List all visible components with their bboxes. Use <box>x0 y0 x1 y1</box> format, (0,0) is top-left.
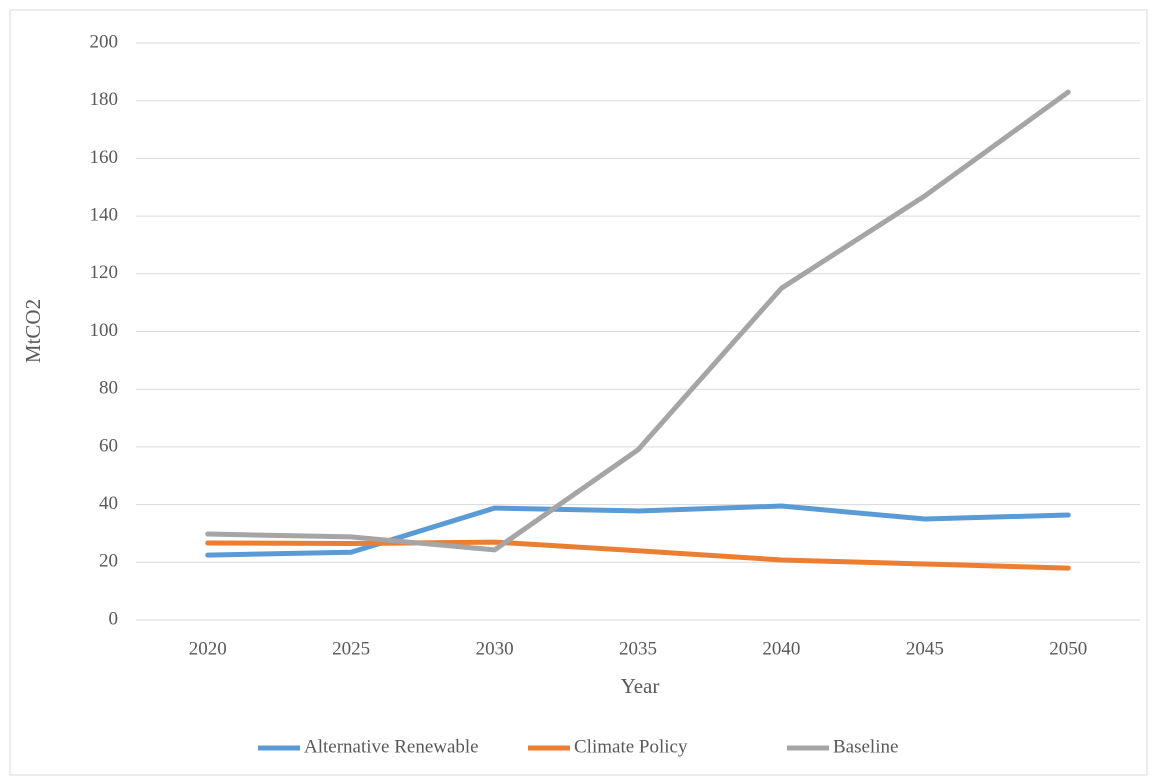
x-axis-title: Year <box>621 674 660 698</box>
chart-frame <box>9 9 1148 776</box>
legend-label: Baseline <box>833 736 898 757</box>
y-tick-label: 80 <box>99 378 118 399</box>
x-tick-label: 2025 <box>332 638 370 659</box>
legend-label: Alternative Renewable <box>304 736 479 757</box>
y-tick-label: 120 <box>90 262 119 283</box>
y-tick-label: 140 <box>90 204 119 225</box>
y-tick-label: 160 <box>90 147 119 168</box>
y-tick-label: 0 <box>109 608 119 629</box>
x-tick-label: 2045 <box>906 638 944 659</box>
y-tick-label: 40 <box>99 493 118 514</box>
legend-label: Climate Policy <box>574 736 688 757</box>
series-line <box>205 503 1071 558</box>
series-line <box>205 89 1071 553</box>
y-tick-label: 100 <box>90 320 119 341</box>
y-tick-label: 200 <box>90 31 119 52</box>
x-tick-label: 2040 <box>762 638 800 659</box>
y-tick-label: 60 <box>99 435 118 456</box>
x-tick-label: 2030 <box>476 638 514 659</box>
x-tick-label: 2035 <box>619 638 657 659</box>
series-line <box>205 539 1071 571</box>
y-axis-title: MtCO2 <box>21 299 45 363</box>
x-tick-label: 2020 <box>189 638 227 659</box>
y-tick-label: 20 <box>99 551 118 572</box>
x-tick-label: 2050 <box>1049 638 1087 659</box>
y-tick-label: 180 <box>90 89 119 110</box>
